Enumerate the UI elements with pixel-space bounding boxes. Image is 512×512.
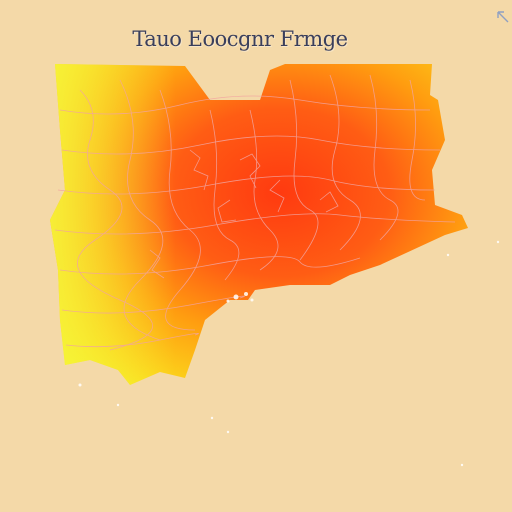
county-boundaries [54,74,456,351]
north-arrow-icon [497,11,509,23]
region-west-glow [50,64,468,385]
map-title: Tauo Eoocgnr Frmge [132,27,348,51]
water-marks [78,240,500,467]
